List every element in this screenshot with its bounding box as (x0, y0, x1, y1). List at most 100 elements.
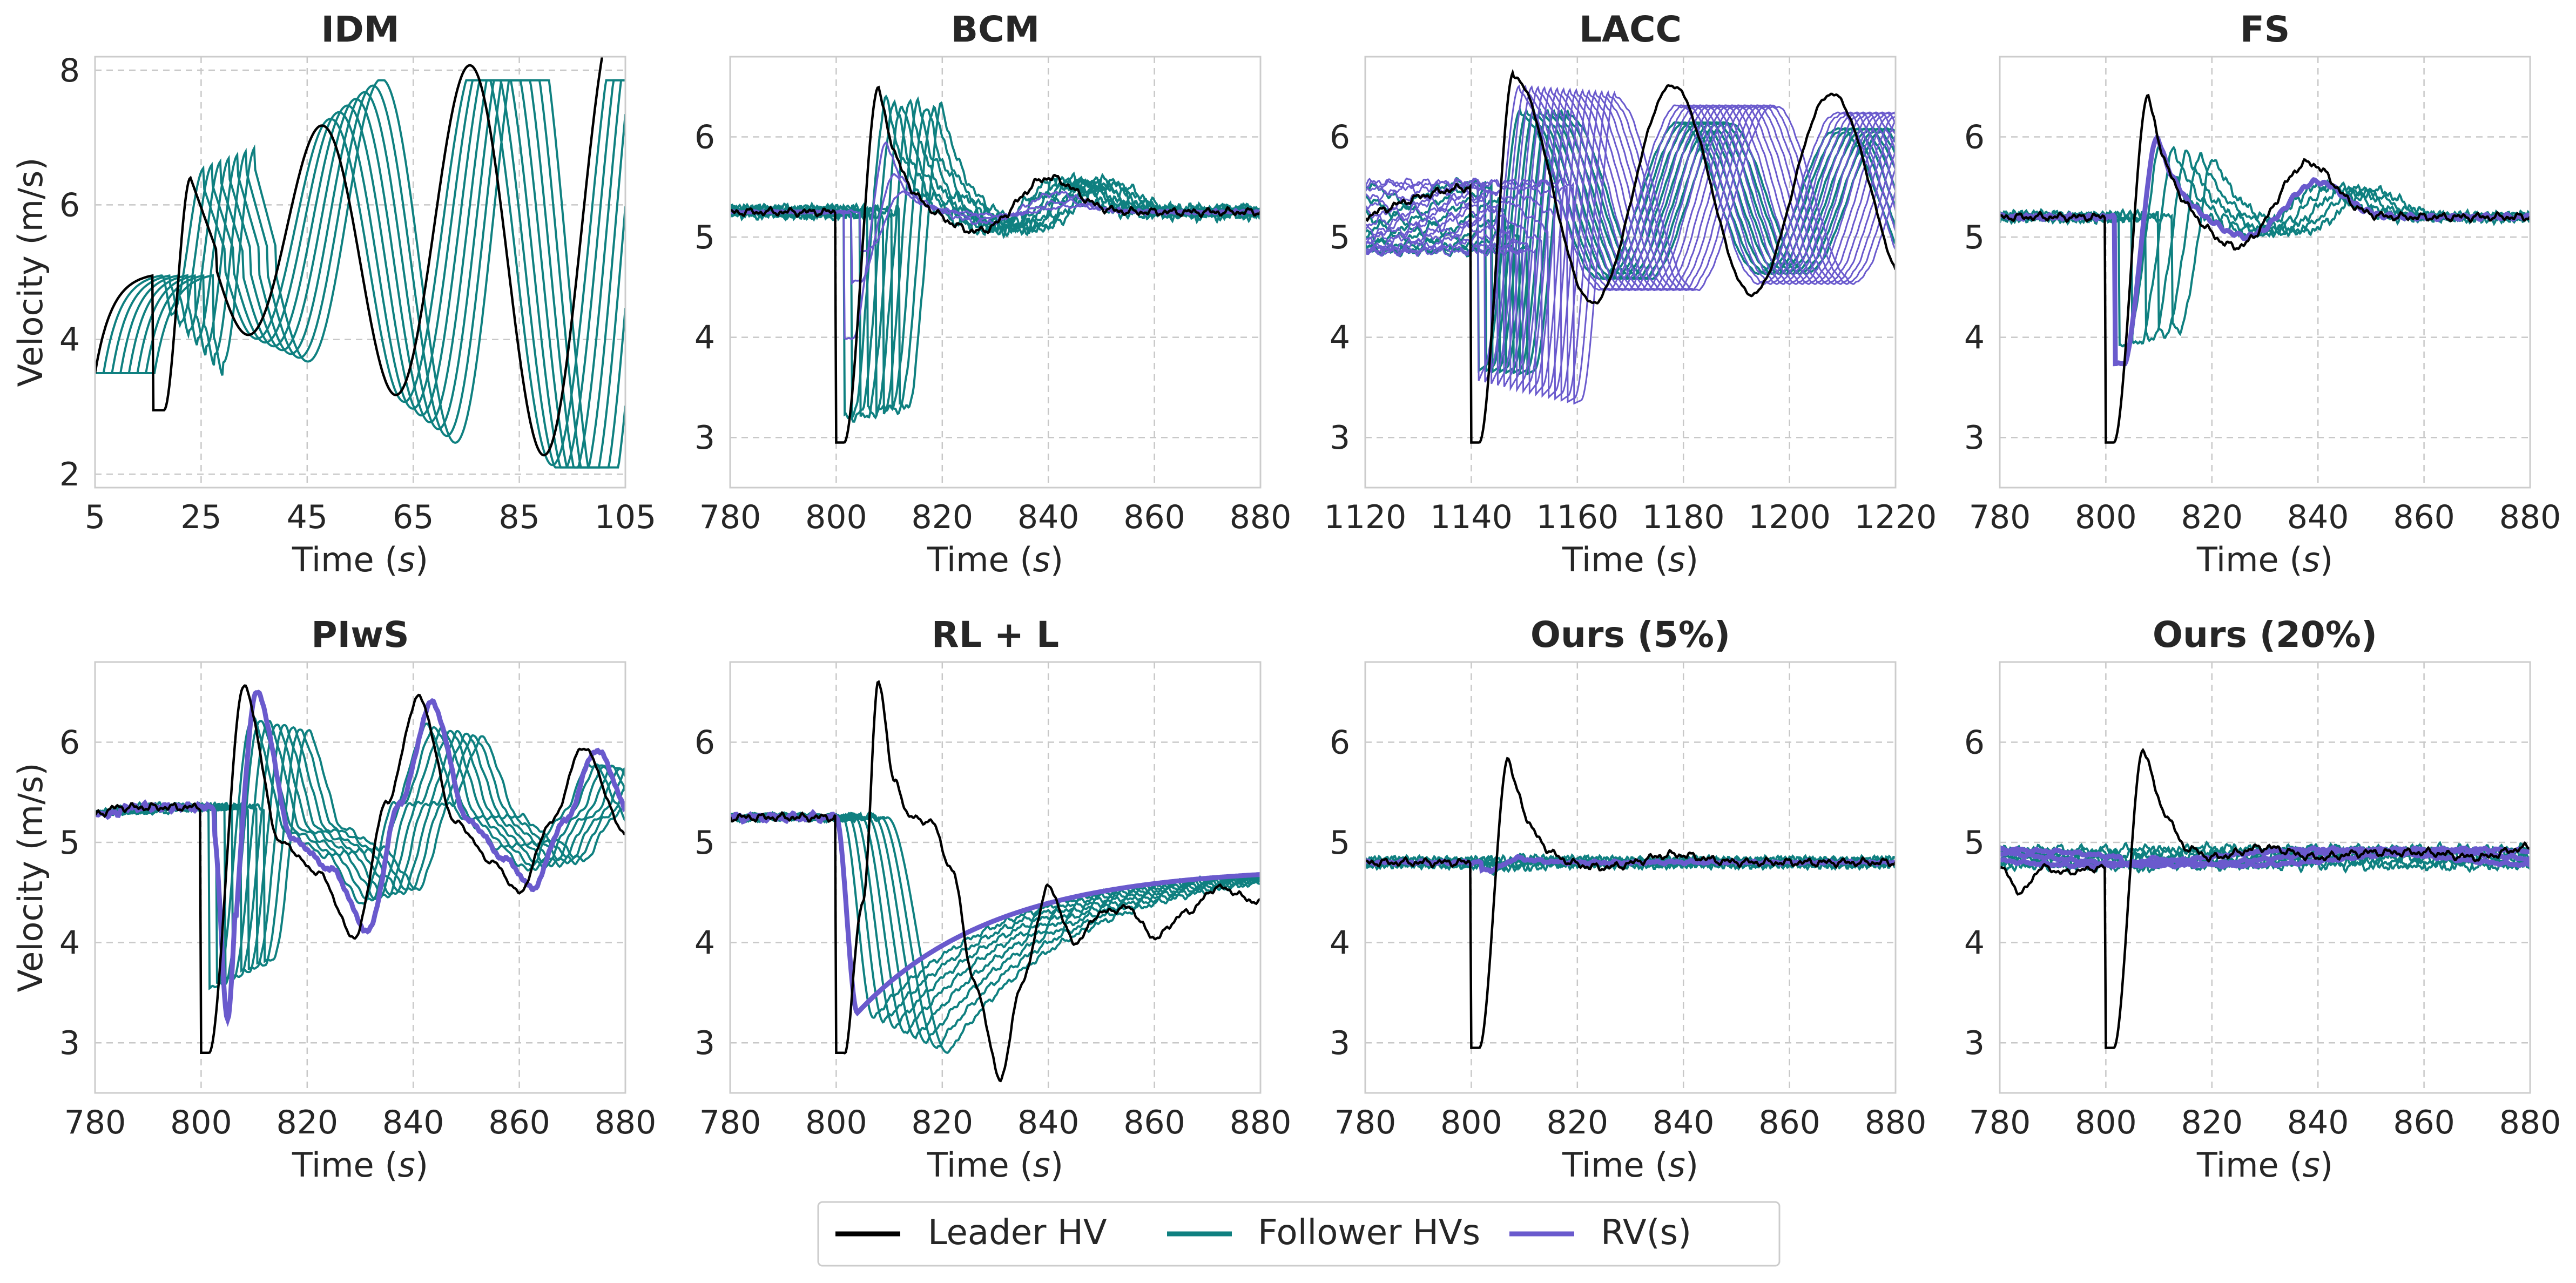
panel-4-xtick-label: 780 (1969, 498, 2031, 536)
panel-3-xtick-label: 1220 (1855, 498, 1937, 536)
panel-4-ytick-label: 3 (1964, 419, 1985, 457)
panel-4-ytick-label: 6 (1964, 118, 1985, 156)
panel-3-xtick-label: 1160 (1536, 498, 1619, 536)
panel-2-xlabel: Time (s) (927, 540, 1063, 579)
panel-1-ytick-label: 6 (59, 186, 80, 224)
panel-7-xtick-label: 780 (1334, 1104, 1397, 1142)
panel-2-leader-line (730, 85, 1260, 444)
panel-1-xtick-label: 65 (393, 498, 434, 536)
panel-8-rv-line (2000, 845, 2530, 870)
panel-6-follower-line (730, 812, 1260, 1050)
panel-8-rv-line (2000, 845, 2530, 870)
panel-3-xlabel: Time (s) (1562, 540, 1698, 579)
panel-8-leader-line (2000, 747, 2530, 1049)
panel-4-title: FS (2240, 9, 2290, 50)
panel-3-rv-line (1365, 90, 1896, 405)
panel-3: 1120 1140 1160 1180 1200 1220 3 4 5 6 LACC Time (s) (1324, 9, 1937, 579)
panel-3-leader-line (1365, 69, 1896, 444)
panel-2-title: BCM (951, 9, 1040, 50)
panel-2-xtick-label: 820 (912, 498, 974, 536)
panel-6-plot-area (730, 662, 1260, 1093)
panel-8-xtick-label: 820 (2181, 1104, 2243, 1142)
panel-3-rv-line (1365, 90, 1896, 402)
panel-6-ytick-label: 6 (694, 724, 715, 761)
panel-1-xtick-label: 5 (85, 498, 105, 536)
panel-3-xtick-label: 1120 (1324, 498, 1407, 536)
panel-2-xtick-label: 860 (1123, 498, 1185, 536)
panel-5-ylabel: Velocity (m/s) (11, 763, 50, 992)
legend-frame (817, 1201, 1781, 1267)
panel-8-frame (1999, 661, 2531, 1094)
panel-5-ytick-label: 6 (59, 724, 80, 761)
panel-5-title: PIwS (311, 614, 409, 656)
panel-7-xtick-label: 840 (1653, 1104, 1715, 1142)
panel-3-xtick-label: 1180 (1642, 498, 1725, 536)
panel-3-ytick-label: 4 (1330, 319, 1350, 357)
panel-1-follower-line (95, 79, 625, 469)
panel-8: 780 800 820 840 860 880 3 4 5 6 Ours (20%) Time (s) (1964, 614, 2561, 1185)
panel-7-xtick-label: 860 (1758, 1104, 1820, 1142)
panel-3-xtick-label: 1200 (1748, 498, 1831, 536)
panel-2-xtick-label: 840 (1017, 498, 1080, 536)
panel-6-xtick-label: 860 (1123, 1104, 1185, 1142)
panel-3-rv-line (1365, 90, 1896, 403)
panel-5-xtick-label: 820 (277, 1104, 339, 1142)
panel-6-xtick-label: 780 (699, 1104, 761, 1142)
panel-4-ytick-label: 5 (1964, 219, 1985, 256)
panel-4-plot-area (2000, 57, 2530, 488)
panel-5-ytick-label: 4 (59, 924, 80, 962)
panel-6-ytick-label: 5 (694, 824, 715, 862)
panel-7-leader-line (1365, 757, 1896, 1049)
panel-6-leader-line (730, 680, 1260, 1083)
panel-7-series (1365, 757, 1896, 1049)
panel-2-ytick-label: 6 (694, 118, 715, 156)
panel-3-ytick-label: 5 (1330, 219, 1350, 256)
panel-8-series (2000, 747, 2530, 1049)
panel-7-ytick-label: 5 (1330, 824, 1350, 862)
panel-5-leader-line (95, 684, 625, 1055)
panel-7-xtick-label: 880 (1865, 1104, 1927, 1142)
panel-8-ytick-label: 3 (1964, 1024, 1985, 1062)
panel-6-xtick-label: 880 (1230, 1104, 1292, 1142)
panel-1-xtick-label: 45 (287, 498, 328, 536)
panel-6-ytick-label: 3 (694, 1024, 715, 1062)
panel-6-xtick-label: 800 (805, 1104, 867, 1142)
panel-8-xtick-label: 780 (1969, 1104, 2031, 1142)
panel-2: 780 800 820 840 860 880 3 4 5 6 BCM Time (s) (694, 9, 1291, 579)
panel-1-ytick-label: 8 (59, 52, 80, 90)
panel-4-xtick-label: 800 (2075, 498, 2137, 536)
panel-1-follower-line (95, 79, 625, 469)
panel-5-follower-line (95, 723, 625, 978)
panel-3-rv-line (1365, 87, 1896, 394)
panel-5: 780 800 820 840 860 880 3 4 5 6 PIwS Time (s) Veloci… (11, 614, 656, 1185)
panel-8-xtick-label: 860 (2393, 1104, 2455, 1142)
panel-7-ytick-label: 4 (1330, 924, 1350, 962)
panel-2-ytick-label: 4 (694, 319, 715, 357)
panel-4-xtick-label: 820 (2181, 498, 2243, 536)
panel-7-title: Ours (5%) (1530, 614, 1730, 656)
panel-3-rv-line (1365, 87, 1896, 395)
panel-8-xtick-label: 880 (2499, 1104, 2561, 1142)
panel-6-xtick-label: 840 (1017, 1104, 1080, 1142)
panel-7-plot-area (1365, 662, 1896, 1093)
panel-3-ytick-label: 6 (1330, 118, 1350, 156)
panel-4: 780 800 820 840 860 880 3 4 5 6 FS Time (s) (1964, 9, 2561, 579)
panel-6: 780 800 820 840 860 880 3 4 5 6 RL + L Time (s) (694, 614, 1291, 1185)
panel-1-xtick-label: 105 (595, 498, 657, 536)
panel-3-rv-line (1365, 86, 1896, 393)
panel-2-xtick-label: 780 (699, 498, 761, 536)
panel-3-rv-line (1365, 89, 1896, 401)
panel-6-ytick-label: 4 (694, 924, 715, 962)
panel-3-xtick-label: 1140 (1430, 498, 1513, 536)
panel-2-ytick-label: 5 (694, 219, 715, 256)
panel-2-frame (729, 56, 1262, 489)
panel-8-rv-line (2000, 845, 2530, 870)
panel-8-xlabel: Time (s) (2196, 1145, 2333, 1185)
panel-4-series (2000, 93, 2530, 444)
panel-7: 780 800 820 840 860 880 3 4 5 6 Ours (5%) Time (s) (1330, 614, 1926, 1185)
panel-5-xtick-label: 880 (595, 1104, 657, 1142)
panel-2-rv-line (730, 190, 1260, 253)
legend-label-follower: Follower HVs (1258, 1213, 1480, 1253)
